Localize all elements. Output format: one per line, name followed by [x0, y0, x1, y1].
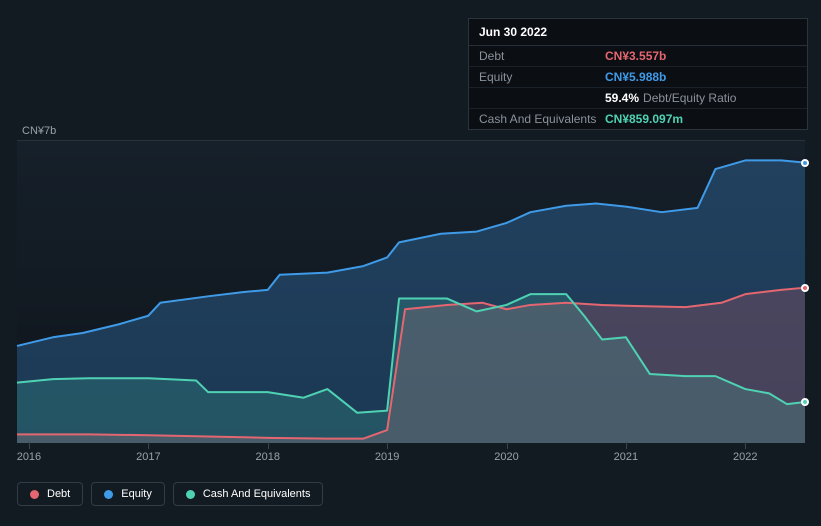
x-tick-label: 2020	[494, 451, 518, 463]
tooltip-label: Debt	[479, 49, 605, 63]
tooltip-row-debt: Debt CN¥3.557b	[469, 46, 807, 67]
legend-item-debt[interactable]: Debt	[17, 482, 83, 506]
legend-label: Cash And Equivalents	[203, 488, 311, 500]
x-axis: 2016 2017 2018 2019 2020 2021 2022	[17, 442, 805, 466]
tooltip-label: Cash And Equivalents	[479, 112, 605, 126]
tooltip-value: CN¥5.988b	[605, 70, 666, 84]
legend-label: Debt	[47, 488, 70, 500]
tooltip-value: 59.4%Debt/Equity Ratio	[605, 91, 736, 105]
x-tick-label: 2018	[255, 451, 279, 463]
tooltip-date: Jun 30 2022	[469, 19, 807, 46]
legend-item-cash[interactable]: Cash And Equivalents	[173, 482, 324, 506]
series-end-marker	[801, 159, 809, 167]
x-tick	[507, 442, 508, 449]
x-tick	[387, 442, 388, 449]
legend-label: Equity	[121, 488, 152, 500]
tooltip-row-equity: Equity CN¥5.988b	[469, 67, 807, 88]
legend-swatch	[30, 490, 39, 499]
y-axis-max-label: CN¥7b	[22, 125, 56, 137]
chart-legend: Debt Equity Cash And Equivalents	[17, 482, 323, 506]
legend-swatch	[104, 490, 113, 499]
tooltip-value: CN¥859.097m	[605, 112, 683, 126]
x-tick	[148, 442, 149, 449]
x-tick	[268, 442, 269, 449]
tooltip-row-ratio: 59.4%Debt/Equity Ratio	[469, 88, 807, 109]
x-tick-label: 2017	[136, 451, 160, 463]
tooltip-row-cash: Cash And Equivalents CN¥859.097m	[469, 109, 807, 129]
x-tick-label: 2016	[17, 451, 41, 463]
tooltip-label	[479, 91, 605, 105]
tooltip-value: CN¥3.557b	[605, 49, 666, 63]
x-tick	[29, 442, 30, 449]
x-tick-label: 2022	[733, 451, 757, 463]
legend-item-equity[interactable]: Equity	[91, 482, 165, 506]
chart-plot-area[interactable]	[17, 140, 805, 442]
x-tick	[626, 442, 627, 449]
x-tick-label: 2019	[375, 451, 399, 463]
tooltip-label: Equity	[479, 70, 605, 84]
series-end-marker	[801, 284, 809, 292]
chart-tooltip: Jun 30 2022 Debt CN¥3.557b Equity CN¥5.9…	[468, 18, 808, 130]
series-end-marker	[801, 398, 809, 406]
chart-svg	[17, 141, 805, 443]
x-tick	[745, 442, 746, 449]
x-tick-label: 2021	[614, 451, 638, 463]
legend-swatch	[186, 490, 195, 499]
